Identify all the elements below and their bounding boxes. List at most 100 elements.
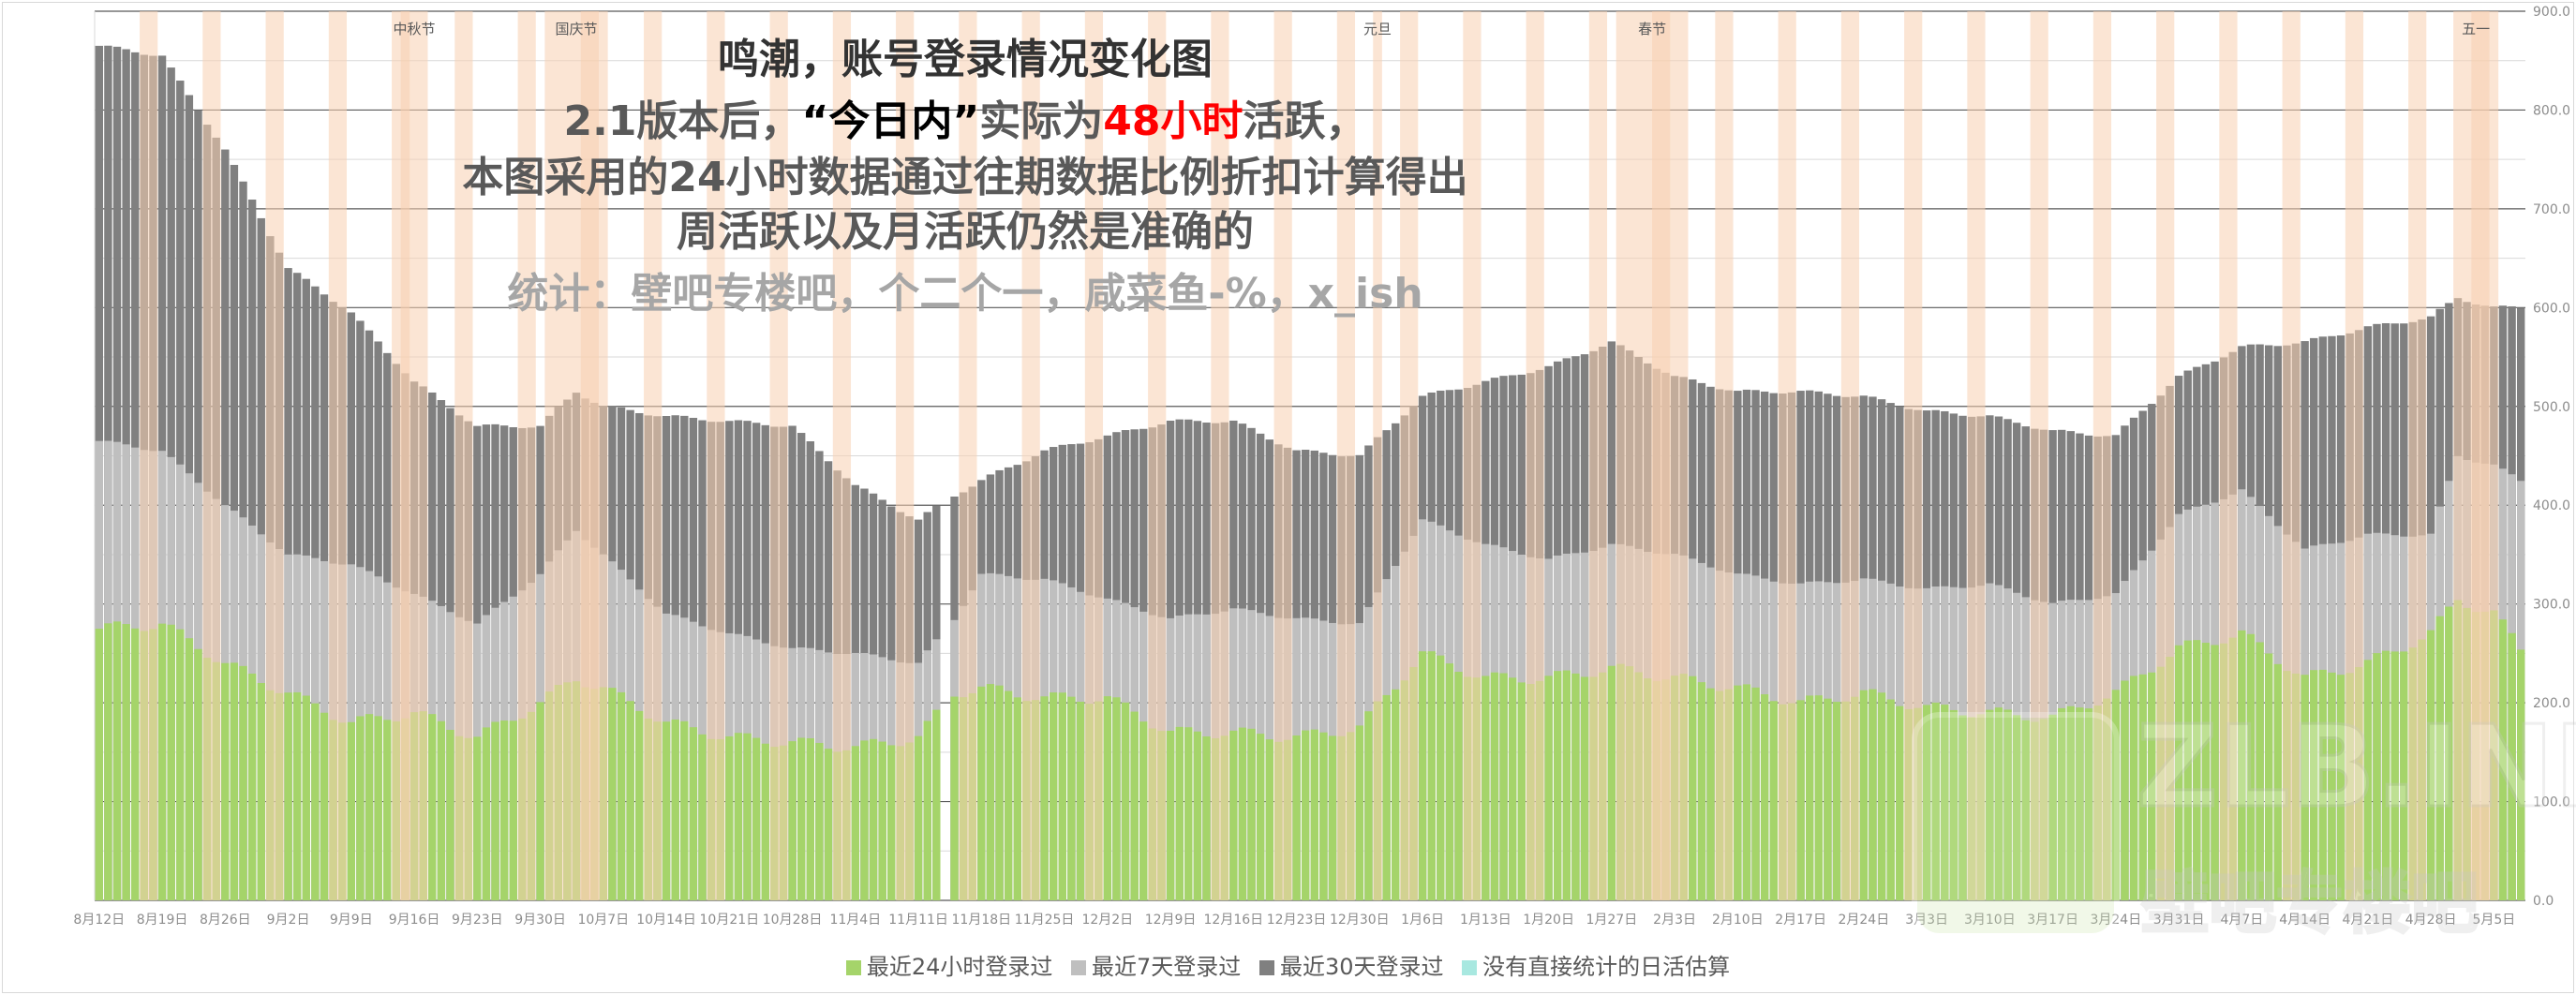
bar-24h <box>112 621 122 900</box>
bar-24h <box>1139 721 1148 900</box>
bar-24h <box>1706 688 1715 900</box>
bar-24h <box>1292 735 1301 900</box>
bar-24h <box>761 743 769 900</box>
bar-24h <box>2246 633 2256 900</box>
x-tick-label: 8月19日 <box>137 913 188 928</box>
bar-24h <box>491 721 499 900</box>
bar-24h <box>1445 663 1454 900</box>
weekend-stripe <box>2408 11 2427 900</box>
bar-24h <box>887 745 896 900</box>
bar-24h <box>1238 727 1247 900</box>
bar-24h <box>2273 663 2282 900</box>
bar-24h <box>1112 697 1121 900</box>
bar-24h <box>383 720 392 900</box>
y-tick-label: 700.0 <box>2533 202 2570 217</box>
bar-24h <box>302 695 310 900</box>
bar-24h <box>923 720 931 900</box>
x-tick-label: 4月14日 <box>2279 913 2330 928</box>
bar-24h <box>2012 715 2021 900</box>
x-tick-label: 10月28日 <box>763 913 823 928</box>
bar-24h <box>2508 632 2516 900</box>
bar-24h <box>221 662 230 900</box>
x-tick-label: 9月2日 <box>267 913 310 928</box>
bar-24h <box>752 737 761 900</box>
y-tick-label: 800.0 <box>2533 103 2570 118</box>
weekend-stripe <box>2030 11 2048 900</box>
bar-24h <box>1310 729 1319 900</box>
x-tick-label: 10月14日 <box>636 913 696 928</box>
weekend-stripe <box>1021 11 1040 900</box>
weekend-stripe <box>1400 11 1419 900</box>
bar-24h <box>878 741 886 900</box>
y-tick-label: 500.0 <box>2533 400 2570 415</box>
bar-24h <box>1193 731 1202 900</box>
bar-24h <box>1941 705 1949 900</box>
bar-24h <box>1256 734 1265 900</box>
bar-24h <box>1067 696 1076 900</box>
bar-24h <box>1922 705 1931 900</box>
weekend-stripe <box>202 11 221 900</box>
weekend-stripe <box>1967 11 1986 900</box>
bar-24h <box>1364 711 1373 900</box>
x-tick-label: 9月23日 <box>452 913 503 928</box>
weekend-stripe <box>1211 11 1229 900</box>
bar-24h <box>662 721 671 900</box>
bar-24h <box>2211 645 2219 900</box>
bar-24h <box>932 709 941 900</box>
bar-24h <box>1040 696 1049 900</box>
legend-item-estimate[interactable]: 没有直接统计的日活估算 <box>1462 948 1730 981</box>
weekend-stripe <box>959 11 977 900</box>
bar-24h <box>977 686 986 900</box>
x-tick-label: 11月25日 <box>1015 913 1075 928</box>
x-tick-label: 9月30日 <box>514 913 566 928</box>
bar-24h <box>608 688 617 900</box>
x-tick-label: 1月20日 <box>1523 913 1574 928</box>
bar-24h <box>1490 672 1499 900</box>
bar-24h <box>2129 676 2138 900</box>
bar-24h <box>2003 709 2012 900</box>
legend-item-24h[interactable]: 最近24小时登录过 <box>845 948 1052 981</box>
title-line-2: 2.1版本后，“今日内”实际为48小时活跃， <box>169 97 1762 146</box>
bar-24h <box>1796 700 1805 900</box>
bar-24h <box>176 629 185 900</box>
bar-24h <box>122 624 130 900</box>
bar-24h <box>1004 691 1013 900</box>
bar-24h <box>157 623 167 900</box>
bar-24h <box>635 710 644 900</box>
weekend-stripe <box>769 11 788 900</box>
bar-24h <box>536 702 544 900</box>
x-tick-label: 12月2日 <box>1081 913 1133 928</box>
bar-24h <box>743 733 752 900</box>
weekend-stripe <box>2345 11 2364 900</box>
bar-24h <box>1427 651 1436 900</box>
bar-24h <box>1896 705 1904 900</box>
bar-24h <box>473 736 482 900</box>
legend-item-7d[interactable]: 最近7天登录过 <box>1071 948 1241 981</box>
title-2a: 2.1版本后， <box>563 97 802 145</box>
bar-24h <box>2328 672 2336 900</box>
y-tick-label: 900.0 <box>2533 5 2570 20</box>
x-tick-label: 8月12日 <box>73 913 125 928</box>
bar-24h <box>1454 672 1463 900</box>
bar-24h <box>320 712 329 900</box>
bar-24h <box>1392 689 1400 900</box>
x-tick-label: 4月7日 <box>2220 913 2263 928</box>
legend: 最近24小时登录过 最近7天登录过 最近30天登录过 没有直接统计的日活估算 <box>0 948 2576 981</box>
legend-item-30d[interactable]: 最近30天登录过 <box>1258 948 1444 981</box>
bar-24h <box>1076 701 1085 900</box>
holiday-stripe <box>2453 11 2499 900</box>
holiday-stripe <box>400 11 428 900</box>
weekend-stripe <box>2219 11 2238 900</box>
title-2e: 活跃， <box>1243 97 1367 145</box>
bar-24h <box>311 703 320 900</box>
bar-24h <box>1580 676 1589 900</box>
x-tick-label: 12月16日 <box>1204 913 1264 928</box>
bar-24h <box>428 714 437 900</box>
x-tick-label: 11月4日 <box>829 913 881 928</box>
bar-24h <box>194 648 202 900</box>
bar-24h <box>914 735 923 900</box>
bar-24h <box>824 749 833 900</box>
bar-24h <box>1265 739 1273 900</box>
weekend-stripe <box>140 11 158 900</box>
bar-24h <box>2058 707 2066 900</box>
